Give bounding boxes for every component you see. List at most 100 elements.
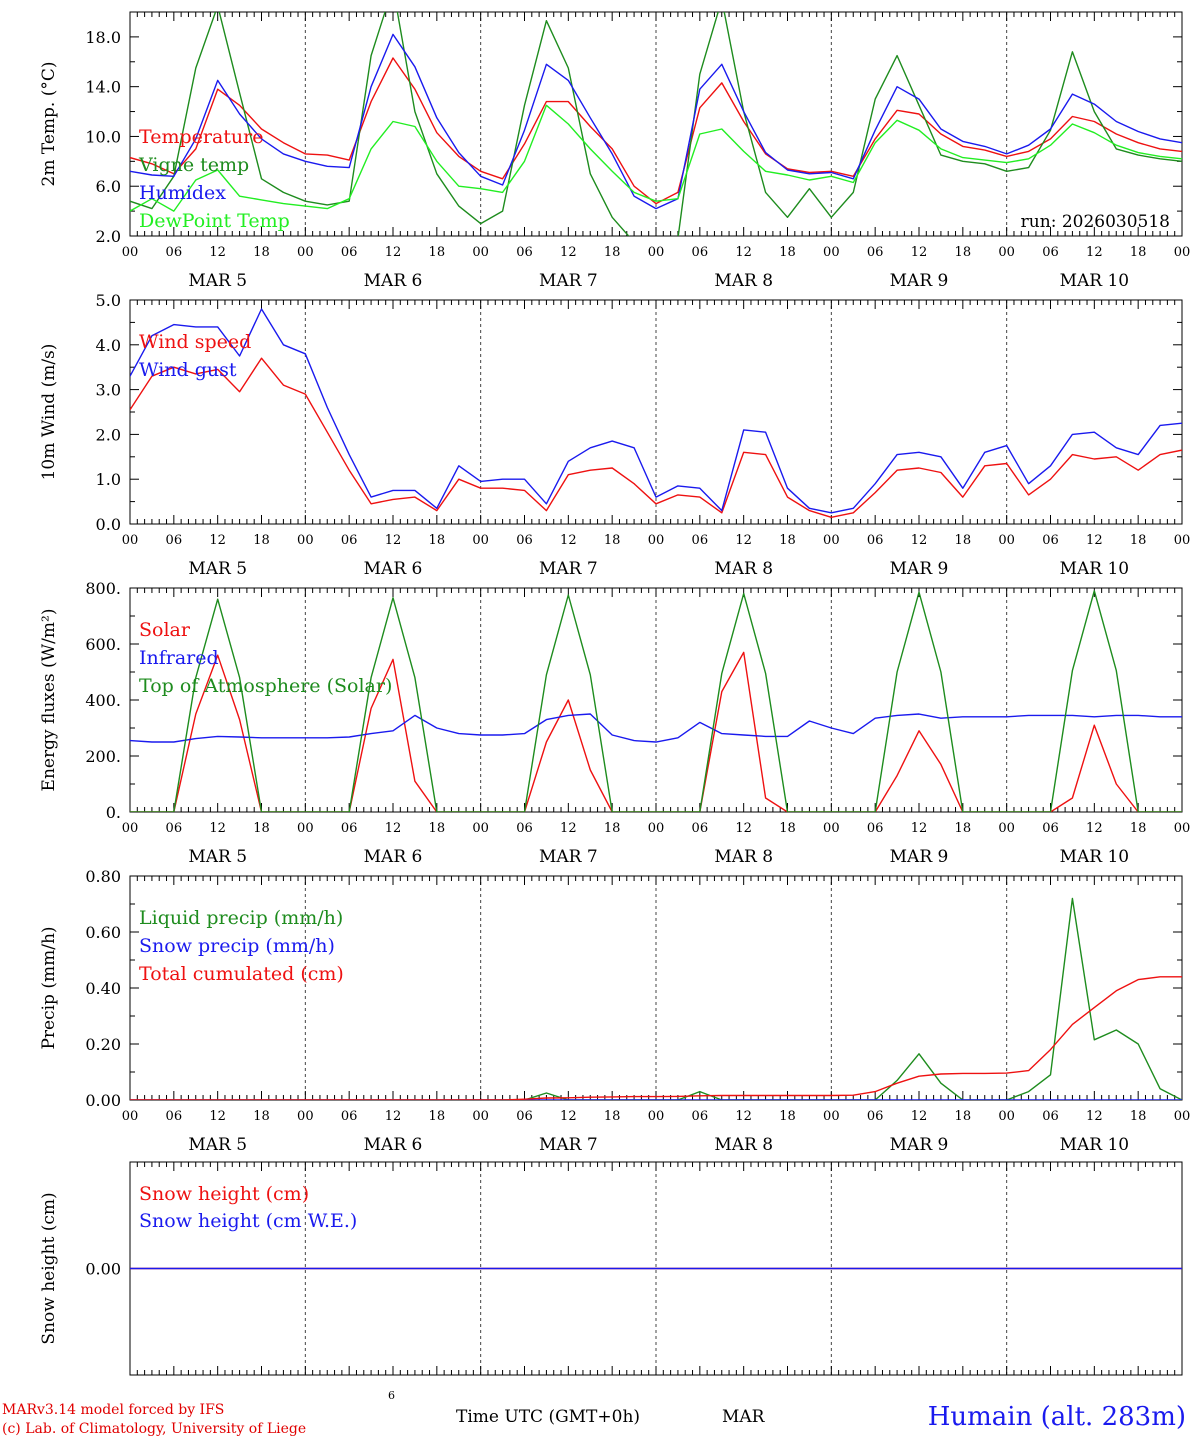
x-tick-label: 12 [385,1109,402,1124]
x-tick-label: 06 [166,245,183,260]
y-tick-label: 5.0 [96,291,121,310]
x-tick-label: 00 [122,533,139,548]
month-label: MAR [722,1407,765,1427]
x-tick-label: 18 [429,1109,446,1124]
x-axis-title: Time UTC (GMT+0h) [456,1407,641,1427]
x-tick-label: 06 [1042,533,1059,548]
legend-entry: Snow height (cm) [139,1183,309,1205]
x-tick-label: 06 [692,1109,709,1124]
y-axis-label: 2m Temp. (°C) [39,61,59,186]
x-tick-label: 06 [1042,821,1059,836]
x-tick-label: 18 [1130,821,1147,836]
x-tick-label: 18 [253,245,270,260]
day-label: MAR 10 [1060,1135,1130,1155]
x-tick-label: 06 [692,245,709,260]
x-tick-label: 18 [1130,1109,1147,1124]
y-tick-label: 0.40 [85,979,121,998]
y-tick-label: 800. [85,579,121,598]
day-label: MAR 10 [1060,847,1130,867]
x-tick-label: 12 [209,1109,226,1124]
x-tick-label: 00 [998,821,1015,836]
x-tick-label: 00 [1174,821,1191,836]
day-label: MAR 5 [188,847,247,867]
x-tick-label: 18 [429,821,446,836]
day-label: MAR 9 [890,847,949,867]
legend-entry: Wind gust [139,359,237,381]
y-tick-label: 4.0 [96,336,121,355]
x-tick-label: 00 [648,533,665,548]
x-tick-label: 18 [955,821,972,836]
x-tick-label: 18 [955,245,972,260]
x-tick-label: 00 [297,533,314,548]
x-tick-label: 00 [648,1109,665,1124]
x-tick-label: 06 [341,821,358,836]
x-tick-label: 06 [516,533,533,548]
day-label: MAR 5 [188,271,247,291]
legend-entry: Humidex [139,182,226,204]
day-label: MAR 8 [714,559,773,579]
x-tick-label: 00 [823,533,840,548]
x-tick-label: 00 [122,1109,139,1124]
x-tick-label: 12 [385,245,402,260]
x-tick-label: 12 [735,533,752,548]
x-tick-label: 00 [122,245,139,260]
x-tick-label: 12 [1086,821,1103,836]
y-tick-label: 14.0 [85,78,121,97]
day-label: MAR 6 [364,1135,423,1155]
x-tick-label: 12 [209,821,226,836]
y-tick-label: 0. [106,803,121,822]
x-tick-label: 06 [516,821,533,836]
lab-credit-line: (c) Lab. of Climatology, University of L… [2,1421,307,1437]
x-tick-label: 00 [472,1109,489,1124]
legend-entry: Wind speed [139,331,251,353]
x-tick-label: 00 [472,245,489,260]
x-tick-label: 18 [955,1109,972,1124]
series-line [130,357,1182,518]
legend-entry: Snow height (cm W.E.) [139,1210,357,1232]
x-tick-label: 06 [692,533,709,548]
x-tick-label: 00 [823,821,840,836]
x-tick-label: 12 [735,245,752,260]
series-line [130,104,1182,212]
series-line [130,57,1182,205]
panel-4: 0.00 0.20 0.40 0.60 0.80 Precip (mm/h) 00 06 12 1… [39,867,1190,1155]
series-line [130,590,1182,812]
series-line [130,12,1182,236]
x-tick-label: 00 [648,821,665,836]
day-label: MAR 7 [539,271,598,291]
x-tick-label: 06 [692,821,709,836]
x-tick-label: 12 [385,821,402,836]
y-axis-label: Precip (mm/h) [39,926,59,1049]
x-tick-label: 18 [604,1109,621,1124]
x-tick-label: 00 [1174,533,1191,548]
x-tick-label: 00 [297,821,314,836]
x-tick-label: 06 [867,245,884,260]
legend-entry: Solar [139,619,191,641]
y-tick-label: 2.0 [96,227,121,246]
y-tick-label: 10.0 [85,127,121,146]
y-tick-label: 0.0 [96,515,121,534]
x-tick-label: 18 [779,245,796,260]
x-tick-label: 12 [911,1109,928,1124]
day-label: MAR 7 [539,847,598,867]
x-tick-label: 00 [1174,245,1191,260]
x-tick-label: 12 [1086,245,1103,260]
x-tick-label: 06 [166,533,183,548]
panel-2: 0.0 1.0 2.0 3.0 4.0 5.0 10m Wind (m/s) 00 06 12 18… [39,291,1191,579]
x-tick-label: 00 [823,245,840,260]
figure-superscript: 6 [388,1389,395,1402]
x-tick-label: 18 [253,533,270,548]
x-tick-label: 12 [209,245,226,260]
x-tick-label: 12 [1086,1109,1103,1124]
y-tick-label: 0.60 [85,923,121,942]
x-tick-label: 00 [648,245,665,260]
x-tick-label: 06 [166,1109,183,1124]
day-label: MAR 9 [890,271,949,291]
x-tick-label: 12 [560,533,577,548]
x-tick-label: 12 [911,245,928,260]
x-tick-label: 06 [867,821,884,836]
x-tick-label: 06 [1042,1109,1059,1124]
y-tick-label: 2.0 [96,425,121,444]
x-tick-label: 12 [560,1109,577,1124]
x-tick-label: 12 [385,533,402,548]
